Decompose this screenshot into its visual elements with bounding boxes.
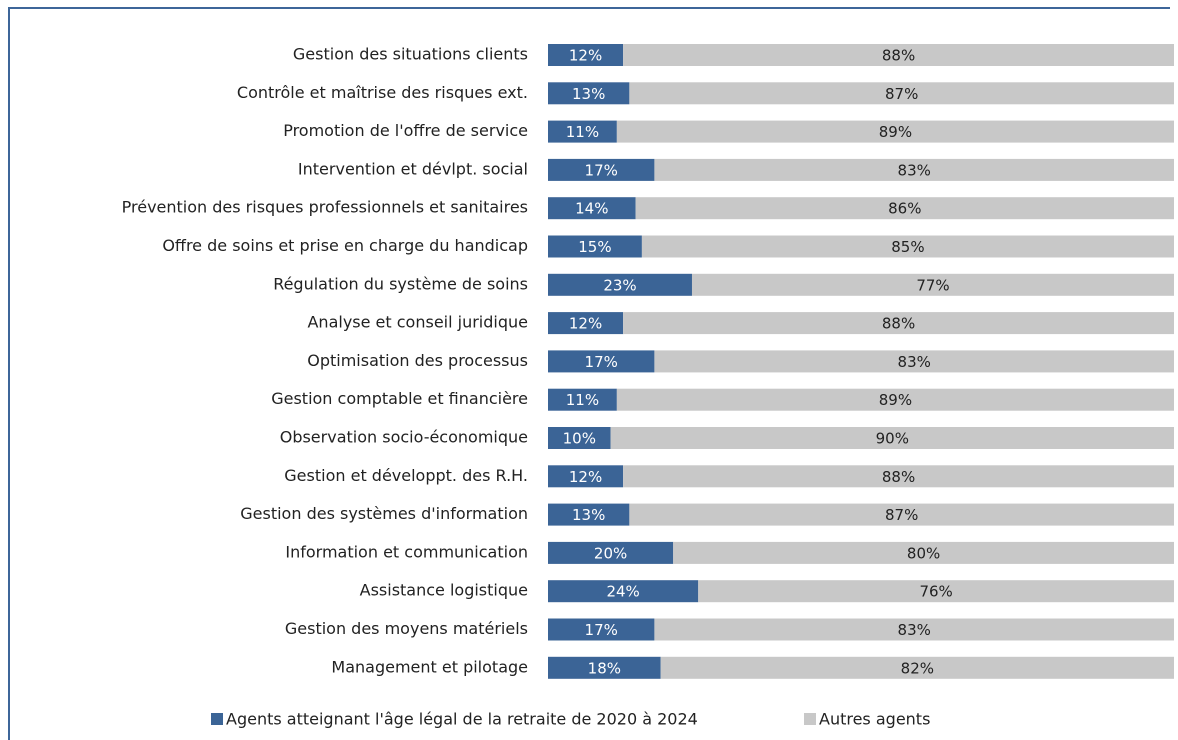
bar-segment (548, 82, 630, 105)
data-label: 88% (882, 468, 915, 486)
bar-segment (629, 503, 1174, 526)
data-label: 13% (572, 506, 605, 524)
y-tick-label: Contrôle et maîtrise des risques ext. (237, 83, 528, 102)
bar-segment (548, 503, 630, 526)
bar-segment (548, 618, 655, 641)
y-tick-label: Optimisation des processus (307, 351, 528, 370)
legend-swatch (211, 713, 223, 725)
data-label: 87% (885, 506, 918, 524)
bar-segment (673, 541, 1174, 564)
data-label: 12% (569, 468, 602, 486)
y-tick-label: Analyse et conseil juridique (307, 313, 528, 332)
data-label: 89% (879, 391, 912, 409)
data-label: 87% (885, 85, 918, 103)
data-label: 12% (569, 47, 602, 65)
data-label: 15% (578, 238, 611, 256)
bar-segment (548, 427, 611, 449)
data-label: 89% (879, 123, 912, 141)
bar-segment (629, 82, 1174, 105)
y-tick-label: Prévention des risques professionnels et… (122, 198, 528, 217)
data-label: 13% (572, 85, 605, 103)
bar-segment (548, 235, 642, 258)
y-tick-label: Régulation du système de soins (273, 274, 528, 293)
bar-segment (635, 197, 1174, 220)
data-label: 18% (588, 659, 621, 677)
bar-segment (548, 312, 624, 335)
data-label: 23% (603, 276, 636, 294)
data-label: 17% (585, 353, 618, 371)
bar-segment (623, 312, 1174, 335)
bar-segment (654, 158, 1174, 181)
y-tick-label: Gestion comptable et financière (271, 389, 528, 408)
bar-segment (698, 580, 1174, 603)
legend-swatch (804, 713, 816, 725)
data-label: 10% (563, 430, 596, 448)
y-tick-label: Gestion des situations clients (293, 45, 528, 64)
data-label: 88% (882, 315, 915, 333)
y-tick-label: Gestion des systèmes d'information (240, 504, 528, 523)
bar-segment (623, 44, 1174, 66)
data-label: 90% (876, 430, 909, 448)
bar-segment (623, 465, 1174, 488)
y-tick-label: Assistance logistique (360, 581, 528, 600)
data-label: 11% (566, 391, 599, 409)
bar-segment (548, 580, 699, 603)
data-label: 17% (585, 621, 618, 639)
bar-segment (548, 120, 617, 143)
legend-label: Agents atteignant l'âge légal de la retr… (226, 710, 698, 729)
data-label: 88% (882, 47, 915, 65)
bar-segment (548, 541, 674, 564)
data-label: 20% (594, 544, 627, 562)
y-tick-label: Gestion des moyens matériels (285, 619, 528, 638)
y-tick-label: Offre de soins et prise en charge du han… (162, 236, 528, 255)
bar-segment (616, 120, 1174, 143)
data-label: 80% (907, 544, 940, 562)
data-label: 76% (919, 583, 952, 601)
data-label: 77% (916, 276, 949, 294)
bar-segment (691, 273, 1174, 296)
y-tick-label: Information et communication (285, 542, 528, 561)
bar-segment (548, 350, 655, 373)
data-label: 11% (566, 123, 599, 141)
data-label: 83% (898, 621, 931, 639)
data-label: 12% (569, 315, 602, 333)
data-label: 83% (898, 161, 931, 179)
bar-segment (548, 273, 692, 296)
data-label: 14% (575, 200, 608, 218)
bar-segment (548, 465, 624, 488)
data-label: 82% (901, 659, 934, 677)
data-label: 17% (585, 161, 618, 179)
bar-segment (610, 427, 1174, 449)
bar-segment (548, 656, 661, 679)
y-tick-label: Promotion de l'offre de service (283, 121, 528, 140)
bar-segment (616, 388, 1174, 411)
data-label: 83% (898, 353, 931, 371)
frame (8, 7, 1170, 740)
bar-segment (548, 158, 655, 181)
y-tick-label: Management et pilotage (331, 657, 528, 676)
bar-segment (548, 197, 636, 220)
bar-segment (654, 350, 1174, 373)
bar-segment (641, 235, 1174, 258)
y-tick-label: Observation socio-économique (280, 428, 528, 447)
bar-segment (548, 388, 617, 411)
y-tick-label: Gestion et développt. des R.H. (284, 466, 528, 485)
bar-segment (548, 44, 624, 66)
data-label: 24% (606, 583, 639, 601)
bar-segment (660, 656, 1174, 679)
y-tick-label: Intervention et dévlpt. social (298, 159, 528, 178)
bar-segment (654, 618, 1174, 641)
data-label: 86% (888, 200, 921, 218)
data-label: 85% (891, 238, 924, 256)
legend-label: Autres agents (819, 710, 930, 729)
